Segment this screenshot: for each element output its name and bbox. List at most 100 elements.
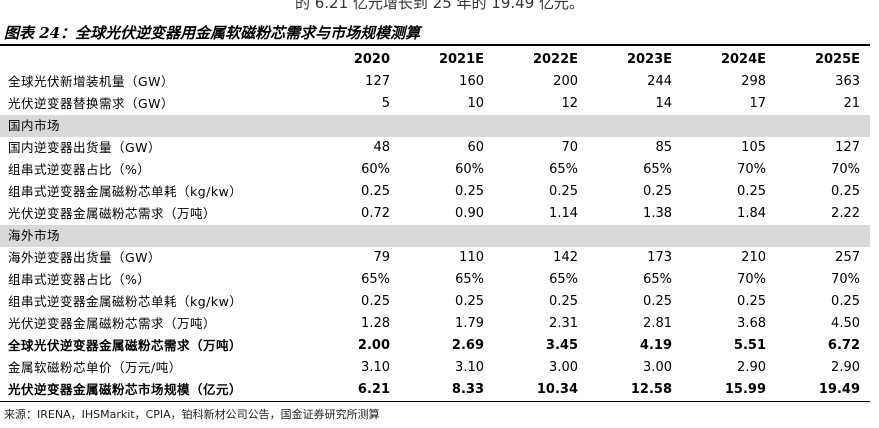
value-cell: 70%	[737, 272, 766, 287]
value-cell: 65%	[643, 272, 672, 287]
header-cell: 2022E	[532, 52, 578, 67]
value-cell: 105	[741, 140, 766, 155]
value-cell: 210	[741, 250, 766, 265]
table-row: 组串式逆变器金属磁粉芯单耗（kg/kw） 0.25 0.25 0.25 0.25 0.25…	[0, 181, 870, 203]
value-cell: 173	[647, 250, 672, 265]
table-row: 光伏逆变器金属磁粉芯需求（万吨） 1.28 1.79 2.31 2.81 3.68 4.50	[0, 313, 870, 335]
value-cell: 0.25	[831, 184, 860, 199]
table-row: 光伏逆变器金属磁粉芯市场规模（亿元） 6.21 8.33 10.34 12.58 15.9…	[0, 379, 870, 402]
value-cell: 19.49	[776, 379, 870, 402]
source-note: 来源：IRENA，IHSMarkit，CPIA，铂科新材公司公告，国金证券研究所…	[4, 408, 380, 421]
value-cell: 5.51	[733, 338, 766, 353]
value-cell: 3.00	[549, 360, 578, 375]
value-cell: 127	[835, 140, 860, 155]
value-cell: 10.34	[494, 379, 588, 402]
table-row: 国内逆变器出货量（GW） 48 60 70 85 105 127	[0, 137, 870, 159]
value-cell: 8.33	[400, 379, 494, 402]
value-cell: 298	[741, 74, 766, 89]
row-label: 组串式逆变器占比（%）	[8, 162, 151, 177]
value-cell: 0.25	[643, 184, 672, 199]
value-cell: 48	[373, 140, 390, 155]
value-cell: 0.25	[361, 184, 390, 199]
value-cell: 0.25	[737, 294, 766, 309]
row-label: 国内逆变器出货量（GW）	[8, 140, 162, 155]
table-row: 全球光伏逆变器金属磁粉芯需求（万吨） 2.00 2.69 3.45 4.19 5.51 6.…	[0, 335, 870, 357]
value-cell: 1.84	[737, 206, 766, 221]
value-cell: 127	[365, 74, 390, 89]
value-cell: 6.21	[306, 379, 400, 402]
value-cell: 65%	[361, 272, 390, 287]
table-row: 光伏逆变器金属磁粉芯需求（万吨） 0.72 0.90 1.14 1.38 1.84 2.22	[0, 203, 870, 225]
section-row: 国内市场	[0, 115, 870, 137]
section-label: 海外市场	[0, 225, 870, 247]
header-cell: 2021E	[438, 52, 484, 67]
row-label: 金属软磁粉芯单价（万元/吨）	[8, 360, 182, 375]
value-cell: 12.58	[588, 379, 682, 402]
header-cell	[0, 49, 306, 71]
row-label: 全球光伏新增装机量（GW）	[8, 74, 175, 89]
value-cell: 0.25	[831, 294, 860, 309]
value-cell: 0.25	[549, 294, 578, 309]
value-cell: 60%	[361, 162, 390, 177]
header-cell: 2023E	[626, 52, 672, 67]
row-label: 海外逆变器出货量（GW）	[8, 250, 162, 265]
value-cell: 6.72	[827, 338, 860, 353]
value-cell: 60%	[455, 162, 484, 177]
header-cell: 2025E	[814, 52, 860, 67]
header-cell: 2024E	[720, 52, 766, 67]
value-cell: 257	[835, 250, 860, 265]
value-cell: 4.50	[831, 316, 860, 331]
value-cell: 65%	[643, 162, 672, 177]
value-cell: 1.14	[549, 206, 578, 221]
estimate-table: 2020 2021E 2022E 2023E 2024E 2025E 全球光伏新…	[0, 49, 870, 402]
row-label: 组串式逆变器金属磁粉芯单耗（kg/kw）	[8, 294, 243, 309]
value-cell: 0.25	[737, 184, 766, 199]
table-row: 组串式逆变器金属磁粉芯单耗（kg/kw） 0.25 0.25 0.25 0.25 0.25…	[0, 291, 870, 313]
value-cell: 2.22	[831, 206, 860, 221]
value-cell: 0.90	[455, 206, 484, 221]
value-cell: 70%	[831, 272, 860, 287]
value-cell: 2.31	[549, 316, 578, 331]
previous-text-fragment: 的 6.21 亿元增长到 25 年的 19.49 亿元。	[0, 0, 879, 16]
header-row: 2020 2021E 2022E 2023E 2024E 2025E	[0, 49, 870, 71]
value-cell: 0.25	[455, 294, 484, 309]
value-cell: 3.45	[545, 338, 578, 353]
value-cell: 110	[459, 250, 484, 265]
row-label: 组串式逆变器金属磁粉芯单耗（kg/kw）	[8, 184, 243, 199]
value-cell: 10	[467, 96, 484, 111]
value-cell: 160	[459, 74, 484, 89]
value-cell: 244	[647, 74, 672, 89]
value-cell: 1.38	[643, 206, 672, 221]
value-cell: 5	[381, 96, 390, 111]
row-label: 组串式逆变器占比（%）	[8, 272, 151, 287]
value-cell: 0.25	[361, 294, 390, 309]
value-cell: 15.99	[682, 379, 776, 402]
value-cell: 363	[835, 74, 860, 89]
value-cell: 70%	[737, 162, 766, 177]
value-cell: 0.72	[361, 206, 390, 221]
value-cell: 2.00	[357, 338, 390, 353]
row-label: 光伏逆变器金属磁粉芯需求（万吨）	[8, 316, 217, 331]
value-cell: 0.25	[455, 184, 484, 199]
table-row: 金属软磁粉芯单价（万元/吨） 3.10 3.10 3.00 3.00 2.90 2.90	[0, 357, 870, 379]
value-cell: 70%	[831, 162, 860, 177]
value-cell: 12	[561, 96, 578, 111]
value-cell: 65%	[549, 272, 578, 287]
value-cell: 2.81	[643, 316, 672, 331]
section-row: 海外市场	[0, 225, 870, 247]
value-cell: 65%	[455, 272, 484, 287]
table-body: 全球光伏新增装机量（GW） 127 160 200 244 298 363 光伏逆变器替换需求…	[0, 71, 870, 402]
value-cell: 3.10	[361, 360, 390, 375]
previous-text-line: 的 6.21 亿元增长到 25 年的 19.49 亿元。	[294, 0, 585, 12]
value-cell: 1.79	[455, 316, 484, 331]
value-cell: 21	[843, 96, 860, 111]
row-label: 光伏逆变器替换需求（GW）	[8, 96, 175, 111]
value-cell: 17	[749, 96, 766, 111]
value-cell: 3.68	[737, 316, 766, 331]
value-cell: 2.69	[451, 338, 484, 353]
value-cell: 70	[561, 140, 578, 155]
value-cell: 200	[553, 74, 578, 89]
value-cell: 2.90	[737, 360, 766, 375]
value-cell: 3.10	[455, 360, 484, 375]
row-label: 全球光伏逆变器金属磁粉芯需求（万吨）	[8, 338, 243, 353]
